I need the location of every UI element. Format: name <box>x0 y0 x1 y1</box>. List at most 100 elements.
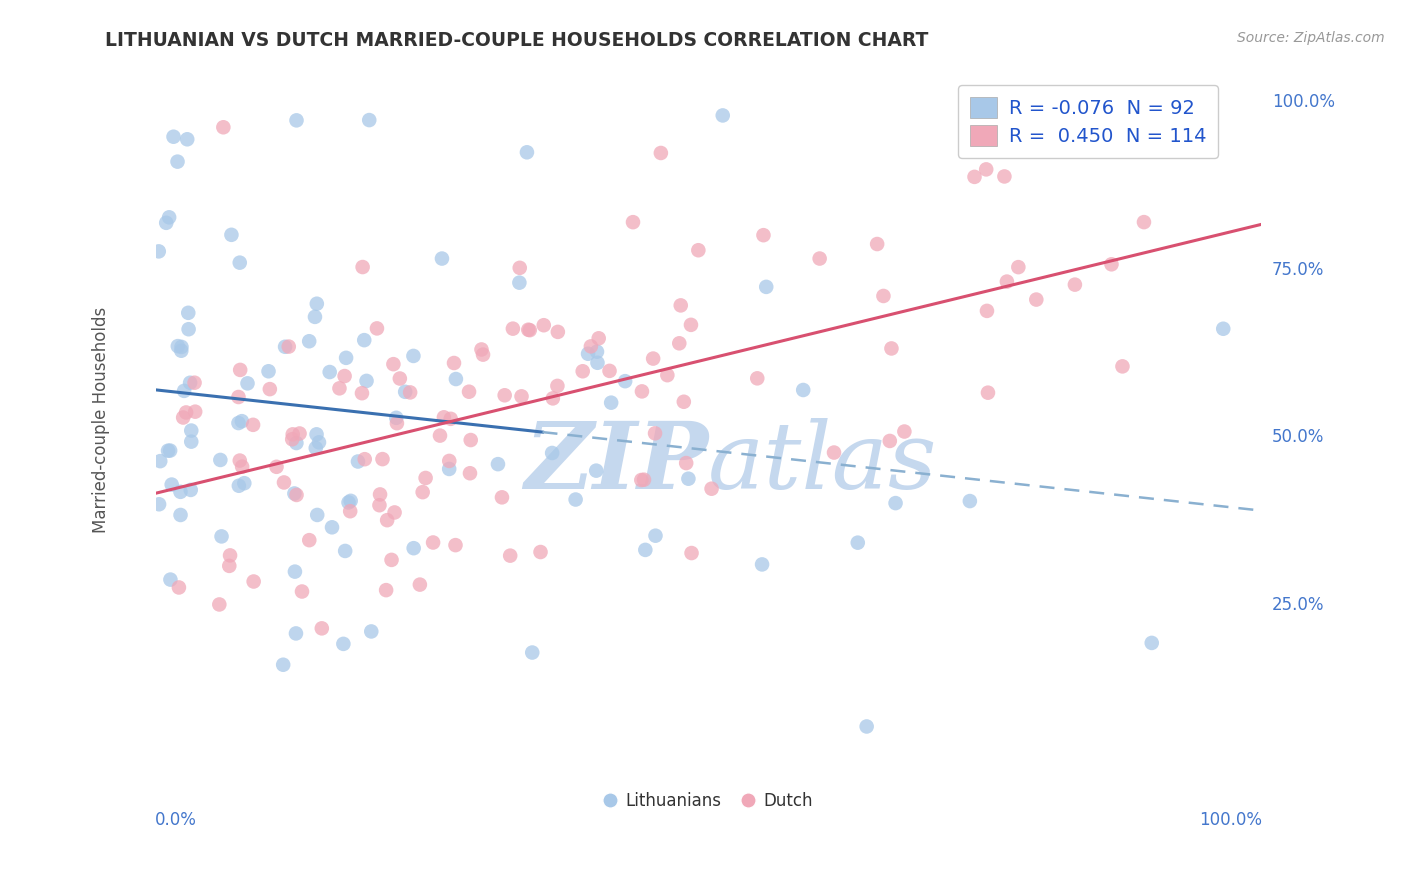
Point <box>170 343 193 358</box>
Point <box>430 252 453 266</box>
Point <box>169 484 191 499</box>
Point <box>1101 257 1123 271</box>
Point <box>159 573 181 587</box>
Point <box>458 384 481 399</box>
Point <box>547 325 569 339</box>
Point <box>308 435 330 450</box>
Point <box>183 376 205 390</box>
Point <box>630 473 652 487</box>
Point <box>368 498 391 512</box>
Point <box>977 385 1000 400</box>
Point <box>242 417 264 432</box>
Point <box>257 364 280 378</box>
Point <box>470 343 492 357</box>
Point <box>631 384 654 399</box>
Point <box>579 339 602 353</box>
Point <box>586 344 609 359</box>
Point <box>335 351 357 365</box>
Point <box>678 472 700 486</box>
Point <box>179 376 201 390</box>
Point <box>444 372 467 386</box>
Point <box>288 426 311 441</box>
Point <box>494 388 516 402</box>
Point <box>688 244 710 258</box>
Point <box>281 432 304 446</box>
Text: Source: ZipAtlas.com: Source: ZipAtlas.com <box>1237 31 1385 45</box>
Point <box>650 146 672 161</box>
Point <box>855 719 877 733</box>
Point <box>472 348 495 362</box>
Point <box>305 441 328 455</box>
Point <box>298 533 321 548</box>
Point <box>148 244 170 259</box>
Point <box>231 414 253 428</box>
Point <box>517 323 540 337</box>
Point <box>242 574 264 589</box>
Point <box>752 228 775 243</box>
Point <box>1111 359 1133 374</box>
Point <box>460 433 482 447</box>
Text: 100.0%: 100.0% <box>1199 811 1261 829</box>
Point <box>893 425 915 439</box>
Point <box>394 384 416 399</box>
Point <box>304 310 326 324</box>
Point <box>180 483 202 497</box>
Point <box>621 215 644 229</box>
Point <box>751 558 773 572</box>
Point <box>321 520 343 534</box>
Point <box>159 443 181 458</box>
Point <box>823 445 845 459</box>
Point <box>305 297 328 311</box>
Point <box>333 369 356 384</box>
Point <box>382 357 405 371</box>
Point <box>541 392 564 406</box>
Point <box>371 452 394 467</box>
Text: atlas: atlas <box>709 417 938 508</box>
Point <box>533 318 555 333</box>
Point <box>375 583 398 598</box>
Point <box>229 453 252 467</box>
Point <box>273 475 295 490</box>
Point <box>409 577 432 591</box>
Point <box>522 646 544 660</box>
Point <box>700 482 723 496</box>
Point <box>644 529 666 543</box>
Point <box>157 211 180 225</box>
Point <box>352 260 374 274</box>
Point <box>167 581 190 595</box>
Point <box>866 237 889 252</box>
Point <box>443 356 465 370</box>
Point <box>173 384 195 398</box>
Point <box>385 410 408 425</box>
Point <box>281 427 304 442</box>
Point <box>284 626 307 640</box>
Point <box>180 434 202 449</box>
Point <box>634 542 657 557</box>
Point <box>339 493 361 508</box>
Point <box>614 374 637 388</box>
Point <box>808 252 831 266</box>
Point <box>644 426 666 441</box>
Point <box>599 364 621 378</box>
Point <box>433 410 456 425</box>
Point <box>1007 260 1029 274</box>
Point <box>846 535 869 549</box>
Point <box>499 549 522 563</box>
Point <box>375 513 398 527</box>
Point <box>229 255 252 269</box>
Point <box>384 505 406 519</box>
Text: LITHUANIAN VS DUTCH MARRIED-COUPLE HOUSEHOLDS CORRELATION CHART: LITHUANIAN VS DUTCH MARRIED-COUPLE HOUSE… <box>105 31 929 50</box>
Point <box>576 347 599 361</box>
Point <box>208 598 231 612</box>
Point <box>792 383 814 397</box>
Point <box>148 497 170 511</box>
Point <box>285 113 308 128</box>
Point <box>332 637 354 651</box>
Point <box>422 535 444 549</box>
Point <box>233 476 256 491</box>
Point <box>1140 636 1163 650</box>
Point <box>429 428 451 442</box>
Point <box>388 371 411 385</box>
Point <box>675 456 697 470</box>
Point <box>491 491 513 505</box>
